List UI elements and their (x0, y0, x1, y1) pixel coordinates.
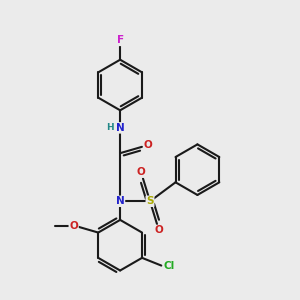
Text: O: O (137, 167, 146, 177)
Text: Cl: Cl (164, 261, 175, 271)
Text: S: S (146, 196, 154, 206)
Text: F: F (117, 35, 124, 45)
Text: O: O (144, 140, 153, 150)
Text: N: N (116, 123, 124, 133)
Text: O: O (154, 225, 163, 236)
Text: H: H (106, 123, 114, 132)
Text: O: O (69, 221, 78, 231)
Text: N: N (116, 196, 124, 206)
